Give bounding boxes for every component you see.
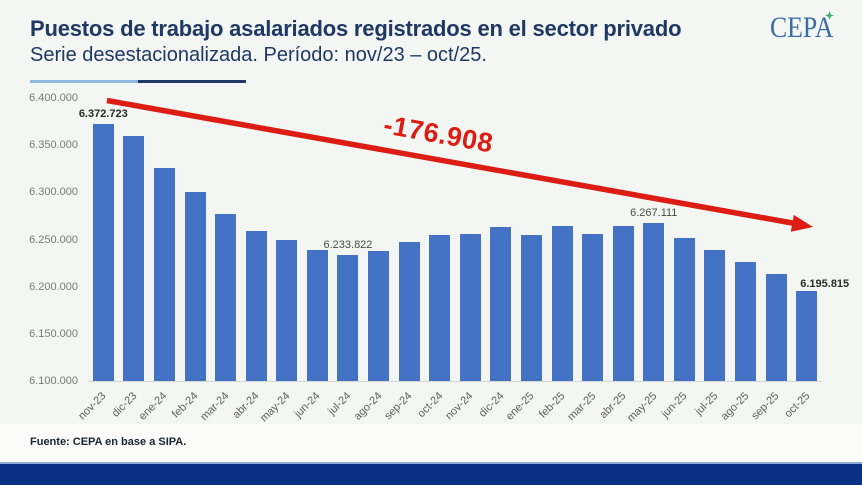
bar-feb-24: [184, 192, 206, 381]
bar-ago-24: [368, 250, 390, 381]
bar-mar-25: [582, 233, 604, 381]
trend-annotation: -176.908: [381, 109, 496, 159]
bar-abr-25: [612, 226, 634, 381]
bar-ago-25: [735, 262, 757, 381]
bar-jun-25: [673, 237, 695, 381]
bar-may-24: [276, 240, 298, 381]
cepa-logo-text: CEPA: [770, 12, 834, 45]
footer-strip: [0, 424, 862, 462]
y-tick-label: 6.250.000: [29, 233, 78, 246]
bar-jul-25: [704, 249, 726, 381]
bar-dic-24: [490, 227, 512, 381]
y-tick-label: 6.350.000: [29, 139, 78, 152]
x-axis-line: [88, 381, 822, 382]
logo-sparkle-icon: [825, 11, 834, 20]
bar-sep-24: [398, 242, 420, 381]
data-label-may-25: 6.267.111: [630, 207, 678, 220]
bar-sep-25: [765, 274, 787, 381]
y-tick-label: 6.300.000: [29, 186, 78, 199]
bar-mar-24: [215, 214, 237, 381]
bar-dic-23: [123, 135, 145, 381]
y-tick-label: 6.150.000: [29, 327, 78, 340]
cepa-logo: CEPA: [770, 11, 840, 52]
page-title: Puestos de trabajo asalariados registrad…: [30, 16, 682, 41]
data-label-nov-23: 6.372.723: [78, 107, 128, 120]
bar-jul-24: [337, 254, 359, 381]
y-tick-label: 6.200.000: [29, 280, 78, 293]
bar-abr-24: [245, 231, 267, 381]
data-label-jul-24: 6.233.822: [323, 238, 373, 251]
y-tick-label: 6.100.000: [29, 375, 78, 387]
bar-oct-24: [429, 234, 451, 381]
source-note: Fuente: CEPA en base a SIPA.: [30, 436, 187, 448]
title-underline-light: [30, 80, 138, 83]
title-underline-dark: [138, 80, 246, 83]
data-label-oct-25: 6.195.815: [800, 277, 850, 290]
bar-ene-24: [153, 167, 175, 381]
bar-jun-24: [306, 249, 328, 381]
page-subtitle: Serie desestacionalizada. Período: nov/2…: [30, 44, 487, 66]
bar-nov-23: [92, 123, 114, 381]
bar-feb-25: [551, 226, 573, 381]
bar-ene-25: [520, 234, 542, 381]
bar-oct-25: [796, 290, 818, 381]
bottom-navy-bar: [0, 462, 862, 485]
bar-nov-24: [459, 233, 481, 381]
y-tick-label: 6.400.000: [29, 92, 78, 104]
bar-may-25: [643, 223, 665, 381]
